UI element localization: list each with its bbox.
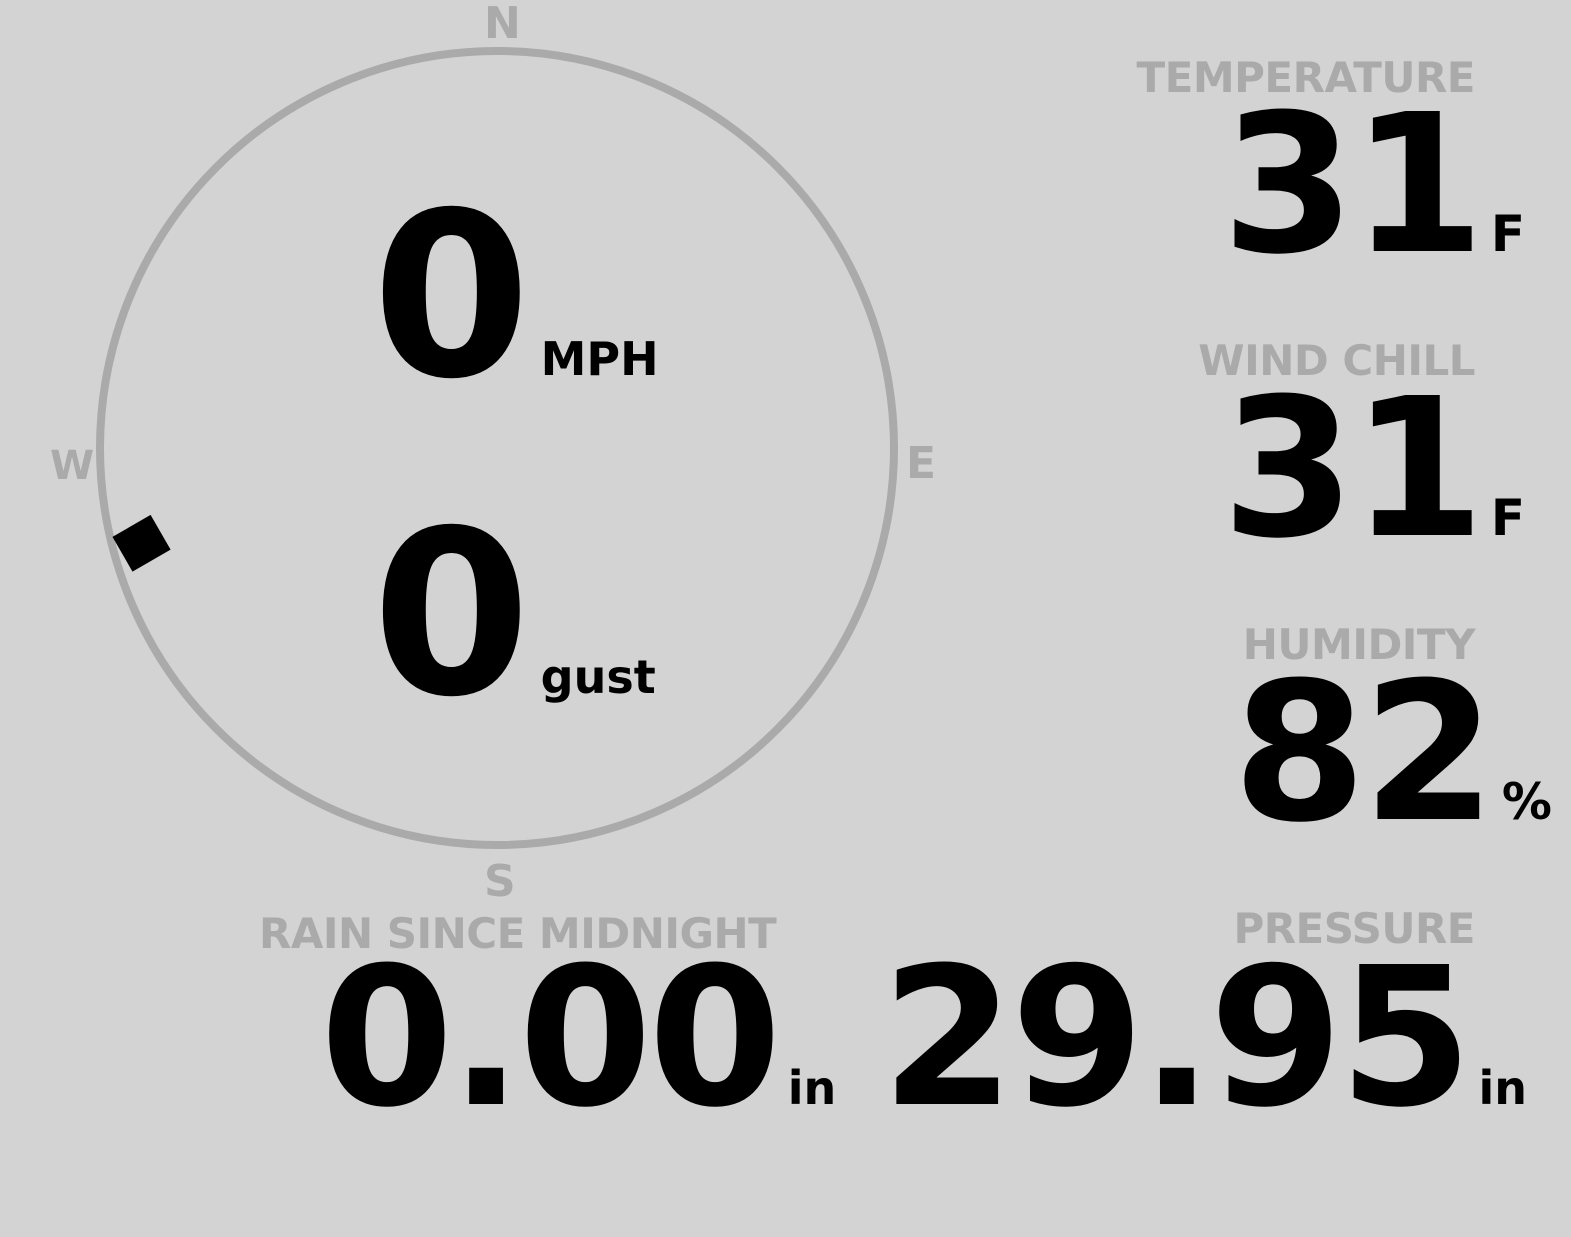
humidity-unit: % <box>1501 773 1552 831</box>
compass-north-label: N <box>484 0 521 49</box>
temperature-unit: F <box>1490 205 1525 263</box>
humidity-value: 82 <box>1232 642 1496 865</box>
pressure-value: 29.95 <box>881 927 1472 1150</box>
rain-unit: in <box>787 1061 837 1115</box>
compass-ring <box>96 47 898 849</box>
humidity-readout: 82 % <box>1233 658 1552 850</box>
humidity-label: HUMIDITY <box>1242 620 1476 669</box>
wind-chill-readout: 31 F <box>1222 374 1525 566</box>
temperature-label: TEMPERATURE <box>1136 53 1476 102</box>
compass-east-label: E <box>906 438 937 489</box>
wind-chill-value: 31 <box>1221 358 1485 581</box>
rain-label: RAIN SINCE MIDNIGHT <box>259 909 777 958</box>
wind-speed-unit: MPH <box>540 332 659 386</box>
wind-chill-unit: F <box>1490 489 1525 547</box>
wind-gust-value: 0 <box>372 481 531 747</box>
compass-south-label: S <box>484 856 516 907</box>
rain-value: 0.00 <box>320 927 782 1150</box>
rain-readout: 0.00 in <box>320 943 836 1135</box>
temperature-value: 31 <box>1221 74 1485 297</box>
wind-gust-readout: 0 gust <box>372 500 656 728</box>
pressure-unit: in <box>1478 1061 1527 1115</box>
temperature-readout: 31 F <box>1222 90 1525 282</box>
wind-direction-marker <box>112 514 171 572</box>
wind-speed-value: 0 <box>372 163 531 429</box>
wind-speed-readout: 0 MPH <box>372 182 659 410</box>
wind-gust-unit: gust <box>540 650 656 704</box>
pressure-readout: 29.95 in <box>881 943 1527 1135</box>
wind-compass <box>96 47 898 849</box>
wind-chill-label: WIND CHILL <box>1198 336 1475 385</box>
compass-west-label: W <box>50 443 95 489</box>
pressure-label: PRESSURE <box>1233 904 1475 953</box>
